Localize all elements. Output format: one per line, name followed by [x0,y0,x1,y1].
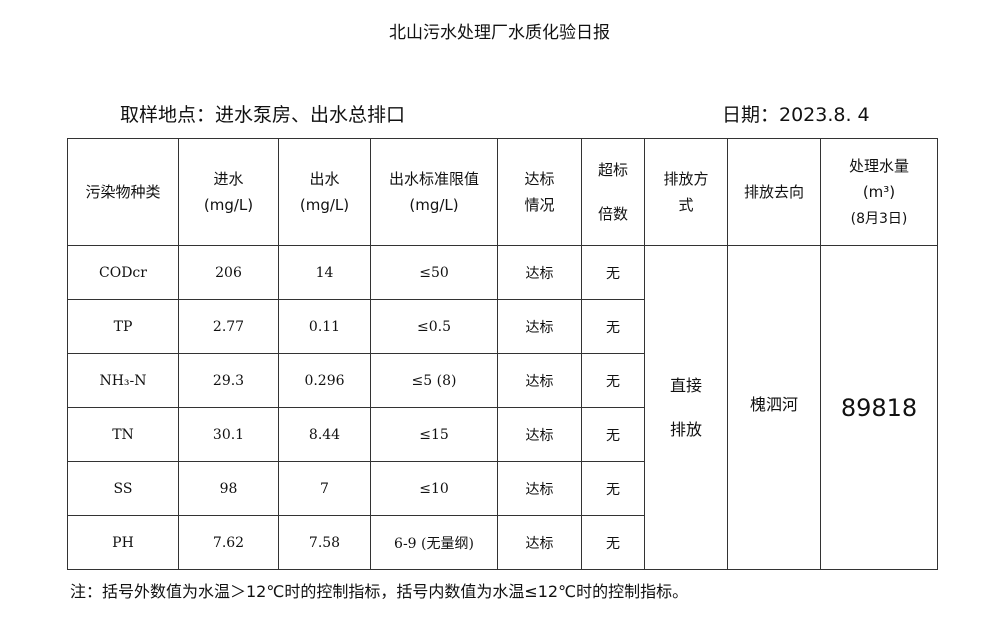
pollutant-cell: PH [67,515,179,570]
table-row: PH 7.62 7.58 6-9 (无量纲) 达标无 [67,515,938,570]
status-cell: 达标 [497,353,582,408]
header-influent: 进水 (mg/L) [178,138,279,246]
limit-cell: ≤0.5 [370,299,498,354]
water-quality-table: 污染物种类 进水 (mg/L) 出水 (mg/L) 出水标准限值 (mg/L) 达标情… [67,138,938,570]
effluent-cell: 7 [278,461,371,516]
header-status: 达标 情况 [497,138,582,246]
discharge-method: 直接 排放 [644,245,728,570]
limit-cell: ≤50 [370,245,498,300]
report-title: 北山污水处理厂水质化验日报 [389,23,610,43]
status-cell: 达标 [497,299,582,354]
limit-cell: ≤5 (8) [370,353,498,408]
limit-cell: ≤10 [370,461,498,516]
pollutant-cell: CODcr [67,245,179,300]
influent-cell: 7.62 [178,515,279,570]
status-cell: 达标 [497,515,582,570]
footnote: 注：括号外数值为水温＞12℃时的控制指标，括号内数值为水温≤12℃时的控制指标。 [70,582,689,601]
effluent-cell: 0.296 [278,353,371,408]
pollutant-cell: SS [67,461,179,516]
discharge-destination: 槐泗河 [727,245,821,570]
influent-cell: 206 [178,245,279,300]
header-effluent: 出水 (mg/L) [278,138,371,246]
influent-cell: 98 [178,461,279,516]
table-row: CODcr 206 14 ≤50 达标无直接 排放 槐泗河 89818 [67,245,938,570]
limit-cell: 6-9 (无量纲) [370,515,498,570]
effluent-cell: 0.11 [278,299,371,354]
table-row: NH₃-N 29.3 0.296 ≤5 (8) 达标无 [67,353,938,408]
exceed-cell: 无 [581,245,645,300]
exceed-cell: 无 [581,353,645,408]
status-cell: 达标 [497,461,582,516]
header-row: 污染物种类 进水 (mg/L) 出水 (mg/L) 出水标准限值 (mg/L) 达标情… [67,138,938,246]
pollutant-cell: TN [67,407,179,462]
sampling-location: 取样地点：进水泵房、出水总排口 [120,104,406,126]
table-row: SS 98 7 ≤10 达标无 [67,461,938,516]
influent-cell: 30.1 [178,407,279,462]
status-cell: 达标 [497,245,582,300]
influent-cell: 29.3 [178,353,279,408]
header-method: 排放方式 [644,138,728,246]
exceed-cell: 无 [581,299,645,354]
pollutant-cell: TP [67,299,179,354]
exceed-cell: 无 [581,407,645,462]
exceed-cell: 无 [581,461,645,516]
limit-cell: ≤15 [370,407,498,462]
effluent-cell: 8.44 [278,407,371,462]
exceed-cell: 无 [581,515,645,570]
pollutant-cell: NH₃-N [67,353,179,408]
header-volume: 处理水量 (m³) (8月3日) [820,138,938,246]
report-date: 日期：2023.8. 4 [722,104,870,126]
table-row: TN 30.1 8.44 ≤15 达标无 [67,407,938,462]
status-cell: 达标 [497,407,582,462]
effluent-cell: 14 [278,245,371,300]
table-row: TP 2.77 0.11 ≤0.5 达标无 [67,299,938,354]
treated-volume: 89818 [820,245,938,570]
effluent-cell: 7.58 [278,515,371,570]
header-exceed: 超标 倍数 [581,138,645,246]
header-destination: 排放去向 [727,138,821,246]
header-limit: 出水标准限值 (mg/L) [370,138,498,246]
header-pollutant: 污染物种类 [67,138,179,246]
influent-cell: 2.77 [178,299,279,354]
